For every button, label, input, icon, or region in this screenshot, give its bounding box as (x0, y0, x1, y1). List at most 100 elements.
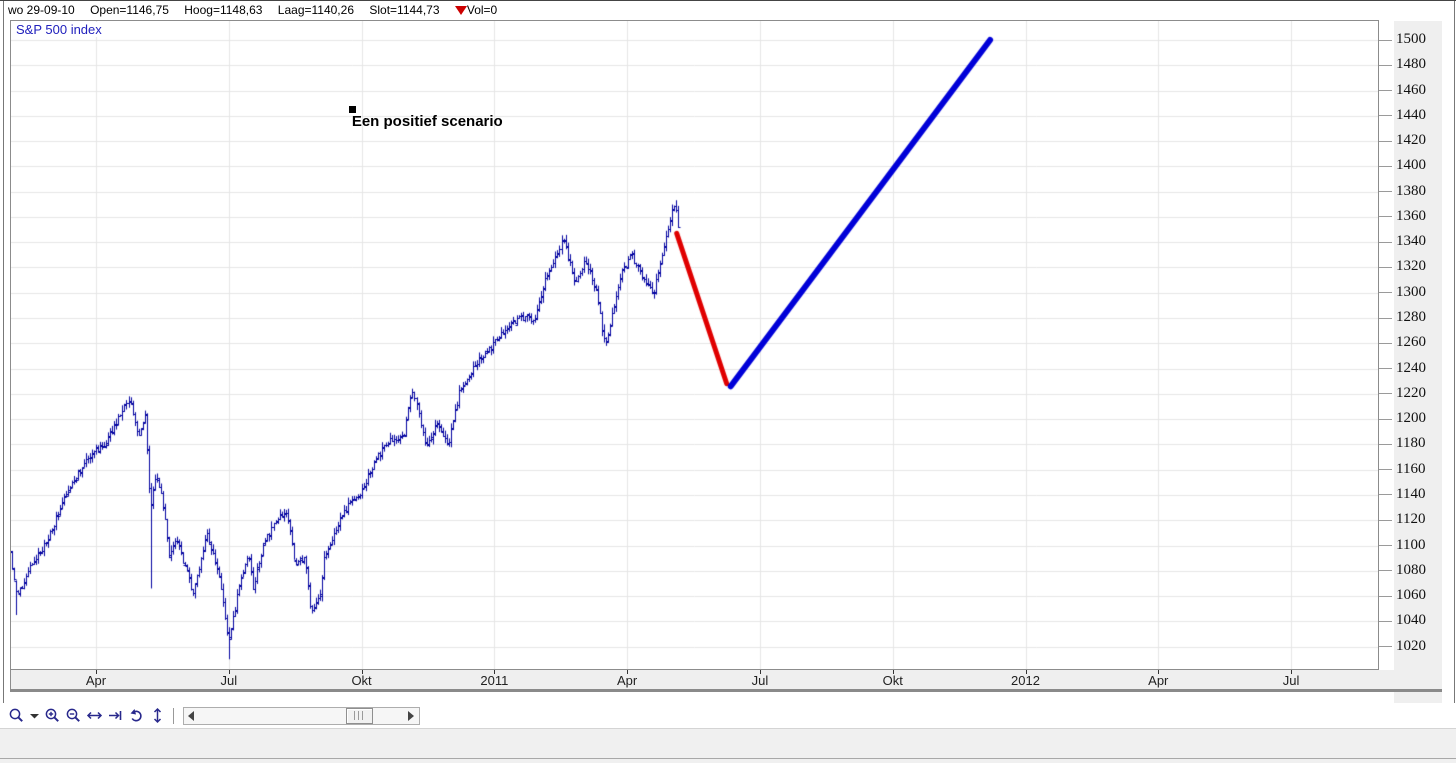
zoom-in-icon[interactable] (43, 707, 61, 725)
y-axis-label: 1260 (1396, 334, 1426, 351)
x-axis: Apr Jul Okt 2011 Apr Jul Okt 2012 Apr Jul (10, 669, 1442, 691)
y-axis-label: 1060 (1396, 587, 1426, 604)
chart-canvas[interactable] (11, 21, 1378, 669)
y-axis-tick (1379, 469, 1392, 471)
y-axis-tick (1379, 620, 1392, 622)
y-axis-label: 1200 (1396, 410, 1426, 427)
x-axis-label: Apr (617, 673, 638, 688)
x-axis-tick (759, 670, 761, 674)
y-axis-label: 1240 (1396, 359, 1426, 376)
x-axis-label: Apr (1148, 673, 1169, 688)
y-axis-tick (1379, 418, 1392, 420)
y-axis: 1020 1040 1060 1080 1100 1120 1140 1160 1180 1200… (1379, 1, 1455, 763)
quote-open: Open=1146,75 (90, 3, 169, 17)
scenario-annotation-text: Een positief scenario (351, 113, 503, 131)
scenario-annotation[interactable]: Een positief scenario (348, 106, 503, 131)
y-axis-label: 1320 (1396, 258, 1426, 275)
scroll-left-button[interactable] (184, 708, 198, 724)
chart-plot-area: S&P 500 index (10, 20, 1379, 670)
y-axis-tick (1379, 115, 1392, 117)
y-axis-label: 1300 (1396, 283, 1426, 300)
y-axis-label: 1480 (1396, 56, 1426, 73)
y-axis-label: 1400 (1396, 157, 1426, 174)
x-axis-label: Jul (751, 673, 769, 688)
y-axis-tick (1379, 545, 1392, 546)
quote-date: wo 29-09-10 (8, 3, 75, 17)
y-axis-label: 1380 (1396, 182, 1426, 199)
thumb-grip-icon (353, 711, 365, 720)
window-right-border (1454, 1, 1455, 763)
x-axis-label: Jul (220, 673, 238, 688)
y-axis-tick (1379, 317, 1392, 319)
x-axis-tick (494, 670, 496, 674)
y-axis-tick (1379, 241, 1392, 243)
y-axis-tick (1379, 595, 1392, 597)
toolbar-separator (173, 707, 177, 724)
scroll-right-button[interactable] (404, 708, 418, 724)
chart-toolbar (0, 703, 1456, 728)
x-axis-label: Okt (882, 673, 903, 688)
bottom-edge-line (0, 758, 1456, 759)
y-axis-tick (1379, 570, 1392, 572)
x-axis-label: 2011 (480, 673, 509, 688)
y-axis-tick (1379, 39, 1392, 41)
y-axis-label: 1020 (1396, 637, 1426, 654)
x-axis-left-edge (10, 669, 11, 691)
y-axis-tick (1379, 165, 1392, 167)
y-axis-tick (1379, 494, 1392, 496)
x-axis-tick (1025, 670, 1027, 674)
y-axis-tick (1379, 90, 1392, 92)
zoom-out-icon[interactable] (64, 707, 82, 725)
y-axis-tick (1379, 64, 1392, 66)
y-axis-label: 1360 (1396, 207, 1426, 224)
scroll-to-end-icon[interactable] (106, 707, 124, 725)
quote-low: Laag=1140,26 (277, 3, 354, 17)
zoom-tool-icon[interactable] (7, 707, 25, 725)
y-axis-label: 1420 (1396, 132, 1426, 149)
y-axis-label: 1460 (1396, 81, 1426, 98)
x-axis-tick (96, 670, 97, 674)
y-axis-tick (1379, 393, 1392, 395)
chart-frame-bottom (10, 689, 1442, 692)
y-axis-tick (1379, 140, 1392, 142)
horizontal-scrollbar[interactable] (183, 706, 420, 725)
y-axis-label: 1340 (1396, 233, 1426, 250)
y-axis-label: 1080 (1396, 561, 1426, 578)
y-axis-label: 1280 (1396, 309, 1426, 326)
undo-zoom-icon[interactable] (127, 707, 145, 725)
scrollbar-thumb[interactable] (345, 707, 373, 724)
fit-vertical-icon[interactable] (148, 707, 166, 725)
window-left-border (3, 1, 4, 763)
y-axis-tick (1379, 342, 1392, 344)
x-axis-tick (892, 670, 894, 674)
y-axis-tick (1379, 443, 1392, 445)
x-axis-label: Jul (1282, 673, 1300, 688)
selection-handle-icon[interactable] (348, 106, 356, 114)
y-axis-label: 1040 (1396, 612, 1426, 629)
y-axis-label: 1160 (1396, 460, 1426, 477)
x-axis-label: Apr (85, 673, 107, 688)
x-axis-label: Okt (351, 673, 372, 688)
x-axis-tick (361, 670, 363, 674)
y-axis-tick (1379, 519, 1392, 521)
y-axis-label: 1440 (1396, 106, 1426, 123)
down-triangle-icon (454, 6, 467, 15)
quote-close: Slot=1144,73 (369, 3, 440, 17)
quote-info-bar: wo 29-09-10 Open=1146,75 Hoog=1148,63 La… (8, 3, 497, 18)
quote-high: Hoog=1148,63 (184, 3, 263, 17)
y-axis-tick (1379, 646, 1392, 648)
y-axis-label: 1140 (1396, 485, 1426, 502)
x-axis-tick (1158, 670, 1160, 674)
y-axis-tick (1379, 191, 1392, 193)
fit-horizontal-icon[interactable] (85, 707, 103, 725)
zoom-dropdown-icon[interactable] (28, 707, 40, 725)
y-axis-label: 1100 (1396, 536, 1426, 553)
x-axis-label: 2012 (1011, 673, 1040, 688)
x-axis-tick (627, 670, 629, 674)
series-label: S&P 500 index (14, 22, 104, 37)
y-axis-strip (1394, 21, 1442, 724)
x-axis-tick (1291, 670, 1293, 674)
x-axis-tick (228, 670, 230, 674)
y-axis-tick (1379, 368, 1392, 370)
